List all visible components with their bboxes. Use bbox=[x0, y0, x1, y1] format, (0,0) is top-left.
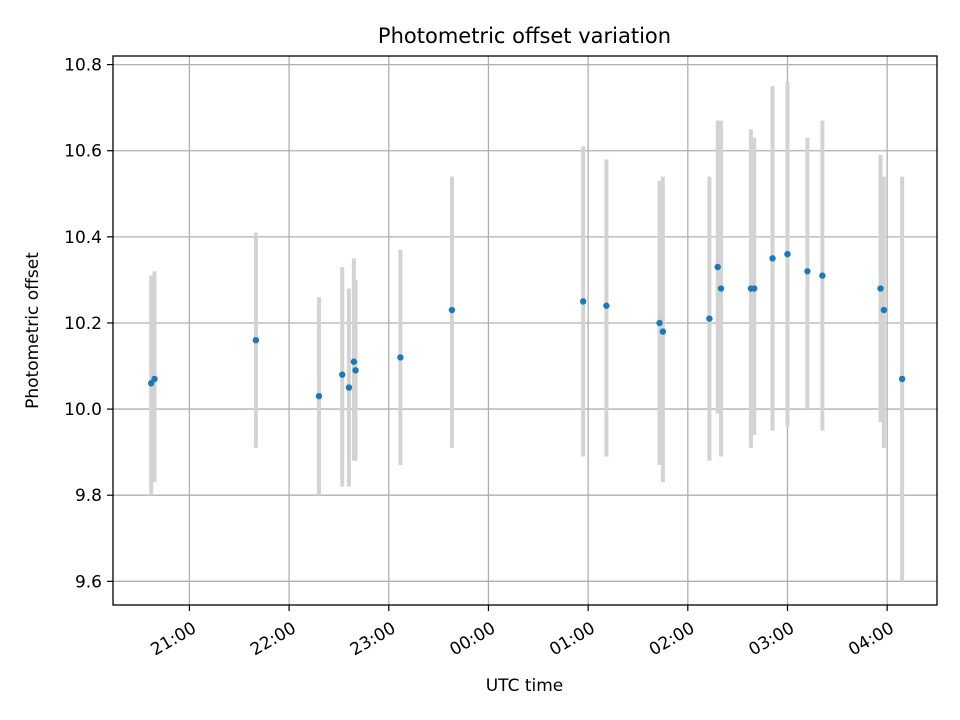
data-point bbox=[784, 250, 791, 258]
y-tick-label: 10.4 bbox=[64, 228, 102, 248]
y-tick-label: 10.6 bbox=[64, 142, 102, 162]
plot-frame bbox=[112, 55, 938, 606]
data-point bbox=[345, 384, 353, 391]
data-point bbox=[769, 255, 776, 262]
data-point bbox=[350, 358, 358, 365]
data-point bbox=[448, 306, 456, 314]
data-point bbox=[656, 319, 663, 327]
y-tick-label: 10.0 bbox=[64, 400, 102, 420]
x-axis-label: UTC time bbox=[486, 676, 564, 696]
data-point bbox=[148, 380, 155, 387]
data-point bbox=[339, 371, 346, 378]
data-point bbox=[717, 285, 725, 292]
chart-title: Photometric offset variation bbox=[378, 24, 671, 48]
data-point bbox=[603, 302, 610, 309]
data-point bbox=[579, 298, 587, 305]
data-point bbox=[397, 354, 404, 361]
data-point bbox=[706, 315, 713, 322]
y-tick-label: 10.8 bbox=[64, 56, 102, 76]
data-point bbox=[714, 263, 721, 271]
data-point bbox=[659, 328, 667, 335]
data-point bbox=[252, 336, 260, 344]
y-tick-label: 9.6 bbox=[75, 572, 102, 592]
data-point bbox=[151, 375, 158, 383]
y-tick-label: 10.2 bbox=[64, 314, 102, 334]
data-point bbox=[804, 268, 811, 275]
data-point bbox=[877, 285, 884, 292]
data-point bbox=[315, 392, 323, 400]
data-points bbox=[148, 250, 906, 400]
y-tick-label: 9.8 bbox=[75, 486, 102, 506]
grid bbox=[113, 56, 937, 605]
data-point bbox=[880, 306, 888, 314]
data-point bbox=[898, 375, 906, 383]
data-point bbox=[819, 272, 826, 279]
data-point bbox=[352, 367, 359, 374]
y-axis-ticks: 9.6 9.8 10.0 10.2 10.4 10.6 10.8 bbox=[64, 56, 113, 592]
y-axis-label: Photometric offset bbox=[23, 252, 43, 409]
data-point bbox=[751, 285, 758, 292]
